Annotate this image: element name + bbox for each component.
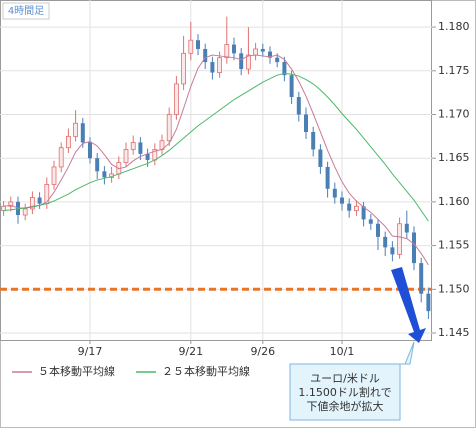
y-tick-label: 1.145 <box>438 326 470 339</box>
candle-body <box>311 131 316 150</box>
y-tick-label: 1.180 <box>438 20 470 33</box>
candle-body <box>368 219 373 224</box>
candle-body <box>196 40 200 49</box>
candle-body <box>275 57 280 63</box>
y-tick-label: 1.175 <box>438 64 470 77</box>
candle-body <box>123 149 129 163</box>
x-tick-label: 9/17 <box>78 345 103 358</box>
candle-body <box>22 208 28 216</box>
x-tick-label: 10/1 <box>330 345 355 358</box>
candle-body <box>88 142 92 159</box>
candle-body <box>383 236 388 248</box>
candle-body <box>80 123 85 143</box>
candle-body <box>29 197 35 210</box>
candle-body <box>66 135 71 149</box>
candle-body <box>145 153 150 160</box>
callout-line: ユーロ/米ドル <box>310 372 380 385</box>
candle-body <box>173 83 179 115</box>
candle-body <box>412 232 416 264</box>
candle-body <box>210 62 215 73</box>
legend-label: ２５本移動平均線 <box>162 364 250 378</box>
candle-body <box>268 51 272 58</box>
y-tick-label: 1.155 <box>438 239 470 252</box>
candle-body <box>37 197 42 204</box>
candle-body <box>138 142 143 154</box>
candle-body <box>51 166 57 185</box>
candle-body <box>353 205 359 212</box>
candle-body <box>289 75 294 98</box>
candle-body <box>404 223 409 233</box>
candle-body <box>426 293 431 312</box>
ma-line <box>3 72 429 222</box>
ma-line <box>3 54 429 266</box>
plot-frame <box>0 0 432 341</box>
candle-body <box>304 114 308 132</box>
candle-body <box>239 53 244 70</box>
x-tick-label: 9/26 <box>250 345 275 358</box>
callout-box <box>289 341 415 421</box>
arrow <box>391 267 426 343</box>
candle-body <box>181 52 187 85</box>
candle-body <box>217 57 223 73</box>
candle-body <box>95 158 100 172</box>
candle-body <box>8 201 14 207</box>
candle-body <box>203 48 208 63</box>
y-tick-label: 1.170 <box>438 107 470 120</box>
callout-line: 1.1500ドル割れで <box>298 385 391 399</box>
candle-body <box>232 44 236 54</box>
y-tick-label: 1.160 <box>438 195 470 208</box>
candle-body <box>130 142 136 150</box>
candle-body <box>253 48 259 56</box>
candle-body <box>347 203 352 211</box>
candle-body <box>318 149 323 167</box>
candle-body <box>224 44 230 59</box>
candle-body <box>166 114 172 142</box>
candle-body <box>340 197 344 204</box>
candle-body <box>325 166 330 189</box>
candle-body <box>361 206 366 220</box>
y-tick-label: 1.150 <box>438 282 470 295</box>
candle-body <box>58 147 64 168</box>
candle-body <box>376 223 380 237</box>
candle-body <box>282 62 287 76</box>
candle-body <box>260 48 265 52</box>
candle-body <box>332 188 337 198</box>
legend-label: ５本移動平均線 <box>38 364 115 378</box>
timeframe: 4時間足 <box>8 5 44 17</box>
candle-body <box>296 97 301 115</box>
candle-body <box>390 247 395 255</box>
candle-body <box>419 263 424 294</box>
callout-line: 下値余地が拡大 <box>307 399 384 413</box>
candle-body <box>102 171 107 178</box>
candle-body <box>245 54 251 70</box>
y-tick-label: 1.165 <box>438 151 470 164</box>
plot-area <box>0 0 432 340</box>
candle-body <box>397 223 403 255</box>
candle-body <box>188 39 194 54</box>
timeframe-box <box>2 2 50 20</box>
x-tick-label: 9/21 <box>178 345 203 358</box>
candle-body <box>73 122 78 137</box>
